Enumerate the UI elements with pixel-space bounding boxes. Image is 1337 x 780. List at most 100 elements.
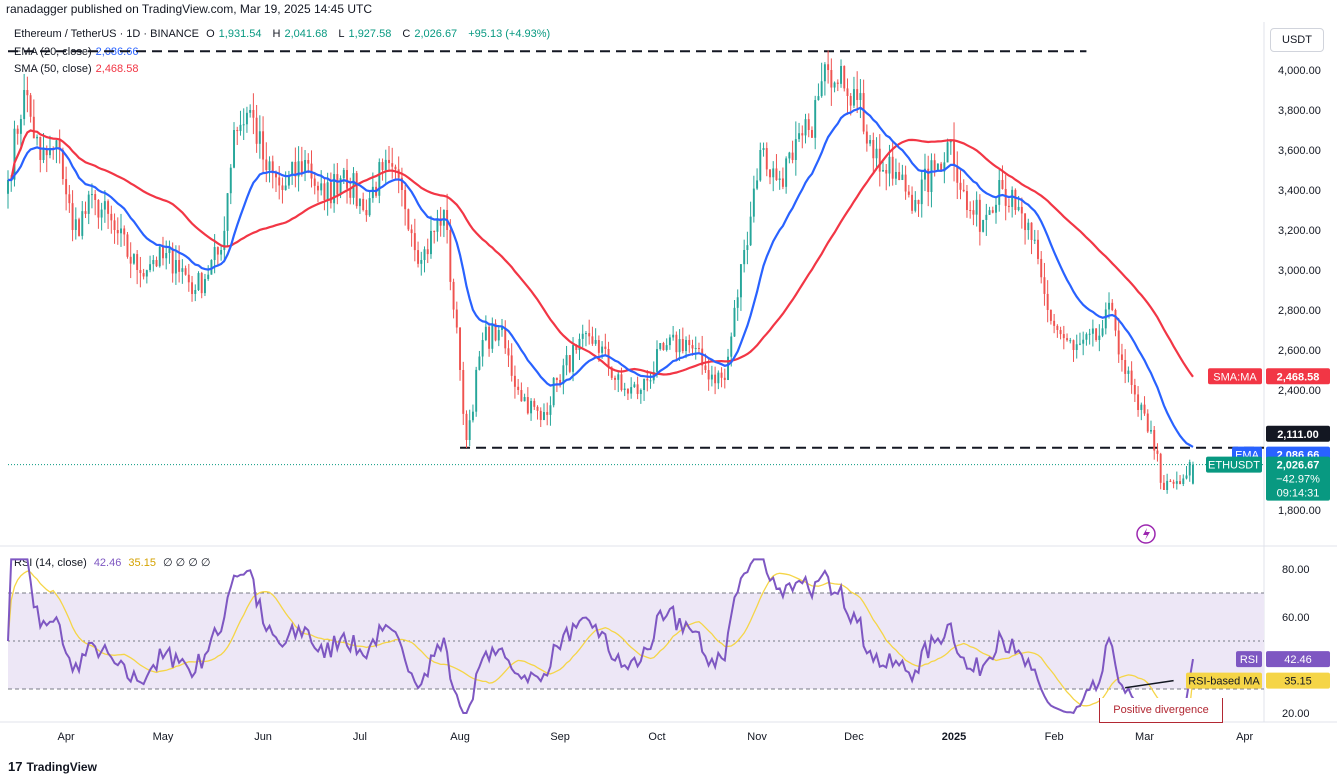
- candle-body: [313, 178, 316, 186]
- candle-body: [811, 130, 813, 138]
- candle-body: [978, 199, 981, 232]
- candle-body: [236, 130, 239, 132]
- candle-body: [316, 185, 319, 191]
- candle-body: [1062, 334, 1065, 339]
- candle-body: [158, 246, 161, 267]
- candle-body: [852, 89, 855, 106]
- rsi-line: [7, 558, 1194, 715]
- candle-body: [820, 81, 823, 97]
- candle-body: [262, 131, 265, 160]
- candle-body: [559, 380, 562, 385]
- divergence-line: [1125, 679, 1174, 689]
- candle-body: [1075, 344, 1078, 350]
- candle-body: [1153, 430, 1156, 451]
- candle-body: [42, 149, 45, 160]
- candle-body: [513, 375, 516, 387]
- candle-body: [1014, 189, 1017, 210]
- ohlc-high: H 2,041.68: [272, 28, 328, 40]
- candle-body: [145, 270, 148, 277]
- candle-body: [620, 374, 623, 390]
- rsi-tick-label: 60.00: [1282, 612, 1310, 624]
- support-price-tag: 2,111.00: [1266, 425, 1330, 442]
- candle-body: [862, 93, 865, 132]
- candle-body: [714, 374, 717, 384]
- candle-body: [45, 149, 48, 156]
- candle-body: [807, 119, 810, 130]
- candle-body: [297, 161, 300, 177]
- candle-body: [329, 182, 332, 204]
- candle-body: [223, 230, 226, 250]
- candle-body: [788, 152, 791, 159]
- candle-body: [791, 152, 794, 160]
- tradingview-logo-icon: 17: [8, 759, 23, 774]
- candle-body: [685, 340, 688, 352]
- candle-body: [510, 355, 513, 376]
- candle-body: [26, 90, 29, 96]
- candle-body: [365, 210, 368, 216]
- candle-body: [307, 160, 310, 164]
- candle-body: [901, 174, 904, 180]
- candle-body: [736, 297, 739, 308]
- candle-body: [898, 171, 901, 180]
- candle-body: [604, 346, 607, 349]
- candle-body: [940, 163, 943, 172]
- candle-body: [81, 211, 84, 236]
- candle-body: [917, 200, 920, 205]
- candle-body: [258, 131, 261, 144]
- candle-body: [678, 339, 681, 353]
- candle-body: [555, 377, 558, 380]
- candle-body: [775, 168, 778, 180]
- sma-price-tag-text: 2,468.58: [1277, 371, 1320, 383]
- candle-body: [32, 116, 35, 139]
- candle-body: [200, 273, 203, 294]
- candle-body: [520, 390, 523, 402]
- candle-body: [888, 156, 891, 174]
- candle-body: [594, 340, 597, 344]
- candle-body: [672, 334, 675, 338]
- candle-body: [623, 388, 626, 390]
- currency-button[interactable]: USDT: [1270, 28, 1324, 52]
- candle-body: [865, 131, 868, 144]
- candle-body: [727, 356, 729, 380]
- candle-body: [1150, 430, 1152, 432]
- candle-body: [523, 397, 526, 402]
- sma-price-tag: 2,468.58: [1266, 368, 1330, 385]
- tradingview-footer[interactable]: 17 TradingView: [8, 759, 97, 774]
- price-tick-label: 3,000.00: [1278, 265, 1321, 277]
- candle-body: [49, 148, 51, 156]
- candle-body: [1030, 222, 1033, 240]
- candle-body: [287, 174, 290, 186]
- candle-body: [210, 260, 213, 275]
- candle-body: [691, 345, 694, 349]
- rsi-tick-label: 20.00: [1282, 708, 1310, 720]
- candle-body: [417, 250, 420, 264]
- rsi-ma-line: [7, 570, 1194, 712]
- candle-body: [959, 182, 962, 190]
- candle-body: [178, 260, 181, 272]
- candle-body: [943, 162, 946, 172]
- time-tick-label: Sep: [550, 731, 570, 743]
- time-tick-label: Mar: [1135, 731, 1154, 743]
- candle-body: [233, 130, 235, 168]
- candle-body: [701, 348, 704, 366]
- candle-body: [1078, 343, 1081, 345]
- candle-body: [346, 170, 348, 189]
- candle-body: [723, 377, 726, 380]
- candle-body: [320, 183, 323, 191]
- candle-body: [843, 66, 846, 89]
- candle-body: [1046, 293, 1049, 310]
- candle-body: [271, 161, 274, 174]
- candle-body: [449, 230, 452, 282]
- candle-body: [184, 268, 187, 275]
- candle-body: [962, 189, 965, 192]
- candle-body: [607, 348, 610, 368]
- candle-body: [588, 333, 591, 337]
- price-tick-label: 1,800.00: [1278, 505, 1321, 517]
- candle-body: [565, 355, 568, 366]
- rsi-ma-title-tag-bg: [1186, 672, 1262, 689]
- candle-body: [610, 367, 613, 378]
- candle-body: [614, 377, 616, 380]
- candle-body: [410, 229, 413, 234]
- candle-body: [639, 390, 642, 394]
